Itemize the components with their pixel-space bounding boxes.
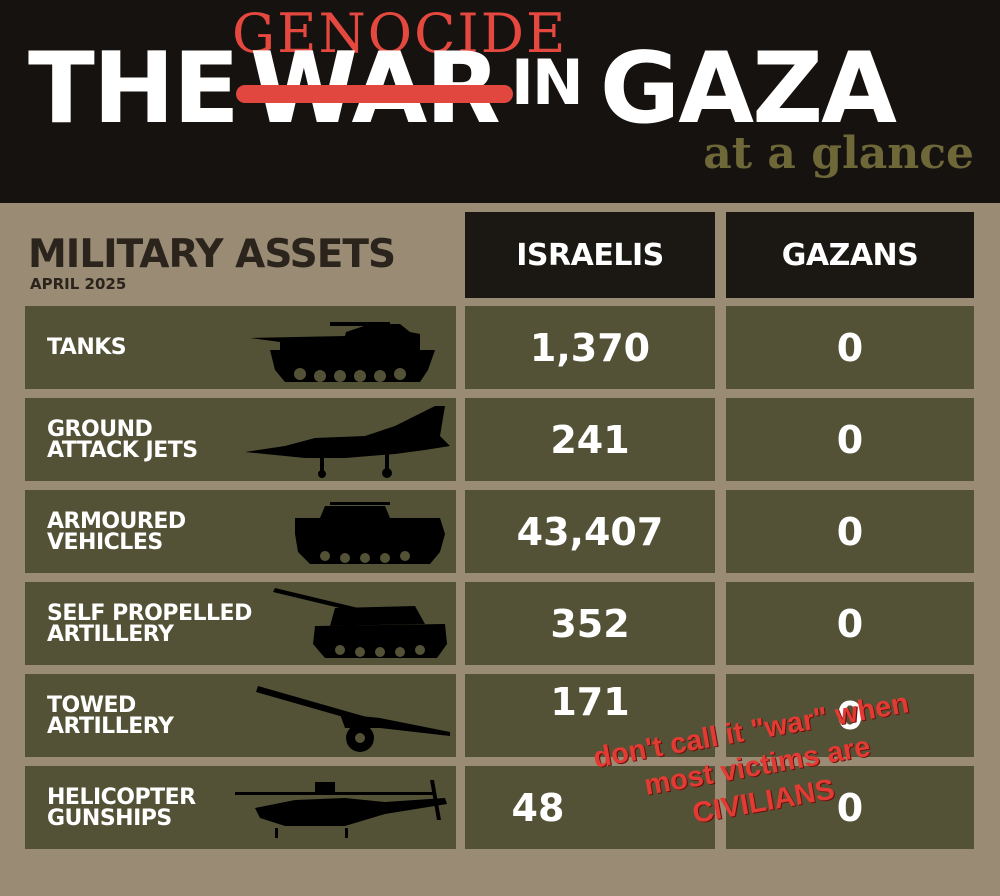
gazans-value: 0 <box>836 325 864 370</box>
strikethrough-mark <box>235 85 513 103</box>
israelis-value-cell: 1,370 <box>465 306 715 389</box>
gazans-value-cell: 0 <box>726 398 974 481</box>
israelis-value-cell: 43,407 <box>465 490 715 573</box>
gazans-value-cell: 0 <box>726 490 974 573</box>
jet-icon <box>245 406 450 478</box>
table-date: APRIL 2025 <box>30 275 127 293</box>
row-label: HELICOPTER GUNSHIPS <box>47 784 196 831</box>
header-banner: GENOCIDE THE WAR IN GAZA at a glance <box>0 0 1000 203</box>
gazans-value-cell: 0 <box>726 674 974 757</box>
row-label: GROUND ATTACK JETS <box>47 416 198 463</box>
subtitle: at a glance <box>703 128 974 179</box>
towed-artillery-icon <box>256 686 450 752</box>
israelis-value-cell: 171 <box>465 674 715 757</box>
table-row: SELF PROPELLED ARTILLERY 352 0 <box>0 582 1000 665</box>
gazans-value: 0 <box>836 601 864 646</box>
tank-icon <box>250 322 435 382</box>
table-heading: MILITARY ASSETS <box>28 232 396 277</box>
main-title: THE WAR IN GAZA <box>28 32 897 146</box>
row-label-cell: SELF PROPELLED ARTILLERY <box>25 582 456 665</box>
row-label-cell: TANKS <box>25 306 456 389</box>
israelis-value: 171 <box>550 679 630 724</box>
israelis-value: 241 <box>550 417 630 462</box>
gazans-value: 0 <box>836 693 864 738</box>
genocide-overwrite: GENOCIDE <box>232 2 568 65</box>
armoured-vehicle-icon <box>295 502 445 564</box>
row-label: TOWED ARTILLERY <box>47 692 174 739</box>
table-row: GROUND ATTACK JETS 241 0 <box>0 398 1000 481</box>
row-label: SELF PROPELLED ARTILLERY <box>47 600 252 647</box>
gazans-value-cell: 0 <box>726 582 974 665</box>
column-header-israelis: ISRAELIS <box>465 212 715 298</box>
title-word-the: THE <box>28 32 240 146</box>
gazans-value: 0 <box>836 417 864 462</box>
israelis-value: 48 <box>511 785 565 830</box>
israelis-value-cell: 48 <box>465 766 715 849</box>
row-label-cell: TOWED ARTILLERY <box>25 674 456 757</box>
gazans-value: 0 <box>836 509 864 554</box>
title-word-gaza: GAZA <box>599 32 897 146</box>
gazans-value-cell: 0 <box>726 306 974 389</box>
israelis-value: 43,407 <box>516 509 664 554</box>
table-row: ARMOURED VEHICLES 43,407 0 <box>0 490 1000 573</box>
row-label-cell: GROUND ATTACK JETS <box>25 398 456 481</box>
israelis-value-cell: 352 <box>465 582 715 665</box>
israelis-value: 1,370 <box>529 325 651 370</box>
row-label-cell: ARMOURED VEHICLES <box>25 490 456 573</box>
title-word-in: IN <box>510 46 584 119</box>
table-row: HELICOPTER GUNSHIPS 48 0 <box>0 766 1000 849</box>
gazans-value: 0 <box>836 785 864 830</box>
row-label-cell: HELICOPTER GUNSHIPS <box>25 766 456 849</box>
row-label: TANKS <box>47 335 127 360</box>
table-row: TANKS 1,370 0 <box>0 306 1000 389</box>
table-row: TOWED ARTILLERY 171 0 <box>0 674 1000 757</box>
israelis-value-cell: 241 <box>465 398 715 481</box>
israelis-value: 352 <box>550 601 630 646</box>
row-label: ARMOURED VEHICLES <box>47 508 186 555</box>
column-header-gazans: GAZANS <box>726 212 974 298</box>
gazans-value-cell: 0 <box>726 766 974 849</box>
title-word-war: WAR <box>235 40 513 138</box>
helicopter-icon <box>235 780 447 838</box>
self-propelled-artillery-icon <box>273 588 447 658</box>
